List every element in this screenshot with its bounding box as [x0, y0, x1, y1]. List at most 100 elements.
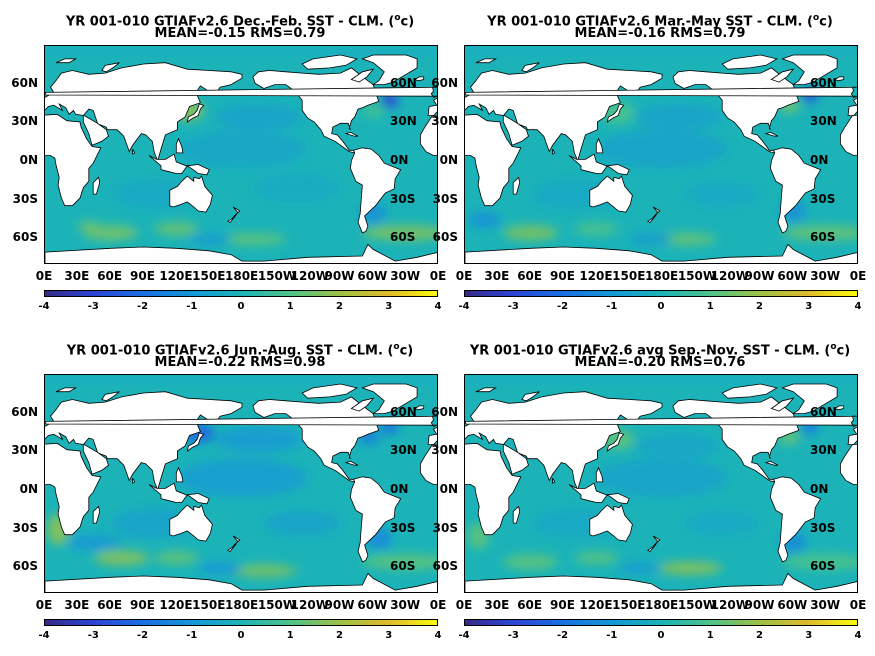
y-tick-label: 60N [431, 75, 458, 90]
y-tick-label-right: 30N [810, 443, 837, 458]
land-eurasia [427, 426, 437, 445]
land-indonesia [568, 482, 630, 505]
anomaly-region [362, 102, 385, 119]
x-tick-label: 0E [849, 598, 867, 612]
land-japan [606, 103, 625, 123]
colorbar-tick-label: -4 [458, 630, 470, 641]
colorbar-tick-label: 3 [805, 630, 813, 641]
colorbar-tick-label: 3 [385, 630, 393, 641]
land-novaya [101, 391, 120, 402]
land-nz [227, 535, 241, 553]
panel-title-text: YR 001-010 GTIAFv2.6 avg Sep.-Nov. SST -… [469, 343, 831, 359]
x-tick-label: 60E [517, 269, 543, 283]
x-tick-label: 0E [455, 598, 473, 612]
land-canarctic [721, 383, 778, 399]
land-nz [647, 535, 661, 553]
land-samerica [349, 476, 402, 563]
colorbar-tick-label: 2 [336, 301, 343, 312]
x-tick-label: 120E [159, 269, 193, 283]
land-eurasia [847, 426, 857, 445]
x-tick-label: 0E [455, 269, 473, 283]
land-srilanka [132, 477, 136, 484]
colorbar-tick-label: -3 [87, 301, 99, 312]
colorbar-tick-label: 3 [805, 301, 813, 312]
x-tick-label: 0E [429, 269, 447, 283]
y-tick-label-right: 30N [390, 443, 417, 458]
colorbar-tick-label: 1 [706, 301, 714, 312]
anomaly-region [596, 129, 728, 169]
land-samerica [349, 147, 402, 234]
land-uk [465, 86, 857, 98]
land-antarctica [465, 243, 857, 263]
panel-title-unit: c) [399, 343, 414, 359]
land-iceland [413, 405, 425, 411]
x-tick-label: 120E [579, 598, 613, 612]
land-canarctic [301, 54, 358, 70]
land-eurasia [45, 391, 243, 491]
y-tick-label-right: 0N [810, 481, 829, 496]
sst-panel-3: YR 001-010 GTIAFv2.6 Jun.-Aug. SST - CLM… [0, 329, 446, 649]
y-tick-label-right: 60S [810, 559, 836, 574]
anomaly-region [683, 181, 761, 208]
x-tick-label: 180E [225, 598, 259, 612]
sst-anomaly-map [44, 45, 438, 264]
x-tick-label: 0E [849, 269, 867, 283]
y-tick-label-right: 60N [810, 404, 837, 419]
anomaly-region [596, 458, 728, 498]
colorbar [464, 619, 858, 626]
land-baffin [770, 397, 795, 412]
land-africa [465, 442, 522, 536]
anomaly-region [231, 564, 297, 578]
anomaly-region [683, 510, 761, 537]
anomaly-region [503, 554, 559, 570]
sst-anomaly-map [44, 374, 438, 593]
x-tick-label: 150E [192, 269, 226, 283]
land-indonesia [148, 482, 210, 505]
y-tick-label: 60N [11, 75, 38, 90]
arctic-ocean [465, 375, 857, 386]
y-tick-label: 0N [19, 481, 38, 496]
y-tick-label-right: 0N [390, 481, 409, 496]
land-nz [227, 206, 241, 224]
colorbar-tick-label: -4 [38, 630, 50, 641]
land-philippines [175, 466, 184, 483]
land-novaya [101, 62, 120, 73]
land-japan [606, 432, 625, 452]
anomaly-region [574, 222, 619, 236]
land-indonesia [568, 153, 630, 176]
colorbar-tick-label: -1 [186, 301, 198, 312]
anomaly-region [187, 232, 232, 246]
colorbar-tick-label: 3 [385, 301, 393, 312]
y-tick-label-right: 0N [390, 152, 409, 167]
degree-symbol: o [830, 342, 837, 352]
y-tick-label: 60S [12, 559, 38, 574]
land-samerica [769, 147, 822, 234]
anomaly-region [66, 534, 122, 551]
colorbar-tick-label: -3 [87, 630, 99, 641]
y-tick-label-right: 60N [390, 75, 417, 90]
land-antarctica [45, 572, 437, 592]
x-tick-label: 90E [130, 269, 155, 283]
x-tick-label: 90W [744, 269, 775, 283]
anomaly-region [94, 550, 149, 566]
land-baffin [770, 68, 795, 83]
land-iceland [833, 76, 845, 82]
y-tick-label: 30N [11, 114, 38, 129]
colorbar-tick-label: -3 [507, 630, 519, 641]
land-canarctic [301, 383, 358, 399]
x-tick-label: 60W [777, 598, 808, 612]
anomaly-region [214, 426, 303, 453]
land-greenland [361, 383, 418, 414]
x-tick-label: 150W [677, 598, 717, 612]
anomaly-region [263, 510, 341, 537]
colorbar-tick-label: 2 [336, 630, 343, 641]
y-tick-label: 30S [12, 191, 38, 206]
x-tick-label: 60W [357, 269, 388, 283]
land-philippines [595, 466, 604, 483]
land-eurasia [427, 97, 437, 116]
panel-title-unit: c) [400, 14, 415, 30]
land-philippines [595, 137, 604, 154]
panel-title-text: YR 001-010 GTIAFv2.6 Jun.-Aug. SST - CLM… [66, 343, 394, 359]
x-tick-label: 180E [225, 269, 259, 283]
y-tick-label-right: 30S [810, 191, 836, 206]
